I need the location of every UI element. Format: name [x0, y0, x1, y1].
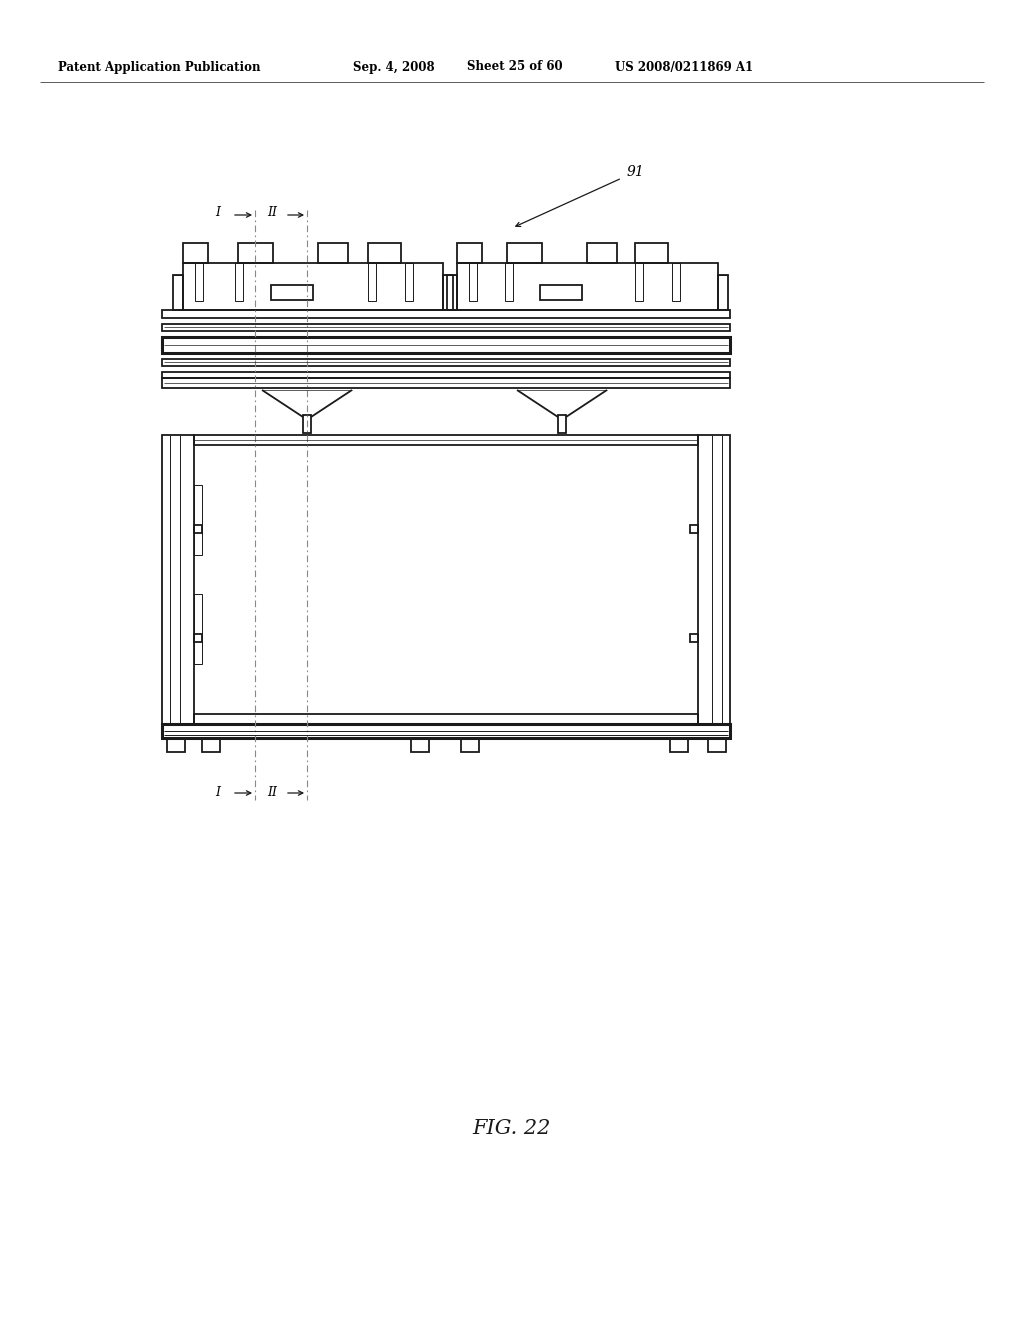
- Text: II: II: [267, 206, 278, 219]
- Bar: [162, 436, 194, 723]
- Bar: [238, 243, 273, 263]
- Bar: [318, 243, 348, 263]
- Bar: [173, 275, 183, 310]
- Bar: [162, 337, 730, 352]
- Bar: [162, 723, 730, 738]
- Bar: [162, 359, 730, 366]
- Bar: [505, 263, 513, 301]
- Bar: [183, 263, 443, 310]
- Bar: [443, 275, 453, 310]
- Bar: [447, 275, 457, 310]
- Bar: [708, 738, 726, 752]
- Bar: [540, 285, 582, 300]
- Text: II: II: [267, 787, 278, 800]
- Text: Sep. 4, 2008: Sep. 4, 2008: [353, 61, 434, 74]
- Bar: [202, 738, 220, 752]
- Bar: [635, 263, 643, 301]
- Bar: [162, 323, 730, 331]
- Bar: [368, 263, 376, 301]
- Bar: [167, 738, 185, 752]
- Bar: [162, 372, 730, 378]
- Bar: [194, 634, 202, 642]
- Text: I: I: [215, 206, 220, 219]
- Bar: [672, 263, 680, 301]
- Bar: [457, 243, 482, 263]
- Bar: [194, 714, 698, 723]
- Bar: [234, 263, 243, 301]
- Bar: [507, 243, 542, 263]
- Bar: [670, 738, 688, 752]
- Bar: [162, 310, 730, 318]
- Bar: [194, 436, 698, 445]
- Bar: [194, 594, 202, 664]
- Text: Patent Application Publication: Patent Application Publication: [58, 61, 260, 74]
- Bar: [587, 243, 617, 263]
- Text: I: I: [215, 787, 220, 800]
- Bar: [411, 738, 429, 752]
- Bar: [461, 738, 479, 752]
- Bar: [406, 263, 413, 301]
- Bar: [162, 378, 730, 388]
- Text: Sheet 25 of 60: Sheet 25 of 60: [467, 61, 562, 74]
- Bar: [698, 436, 730, 723]
- Text: FIG. 22: FIG. 22: [473, 1118, 551, 1138]
- Text: US 2008/0211869 A1: US 2008/0211869 A1: [615, 61, 753, 74]
- Bar: [635, 243, 668, 263]
- Bar: [457, 263, 718, 310]
- Bar: [194, 525, 202, 533]
- Bar: [690, 634, 698, 642]
- Bar: [195, 263, 203, 301]
- Bar: [368, 243, 401, 263]
- Bar: [183, 243, 208, 263]
- Bar: [718, 275, 728, 310]
- Bar: [558, 414, 566, 433]
- Text: 91: 91: [627, 165, 645, 180]
- Bar: [303, 414, 311, 433]
- Bar: [690, 525, 698, 533]
- Bar: [469, 263, 477, 301]
- Bar: [271, 285, 313, 300]
- Bar: [194, 484, 202, 554]
